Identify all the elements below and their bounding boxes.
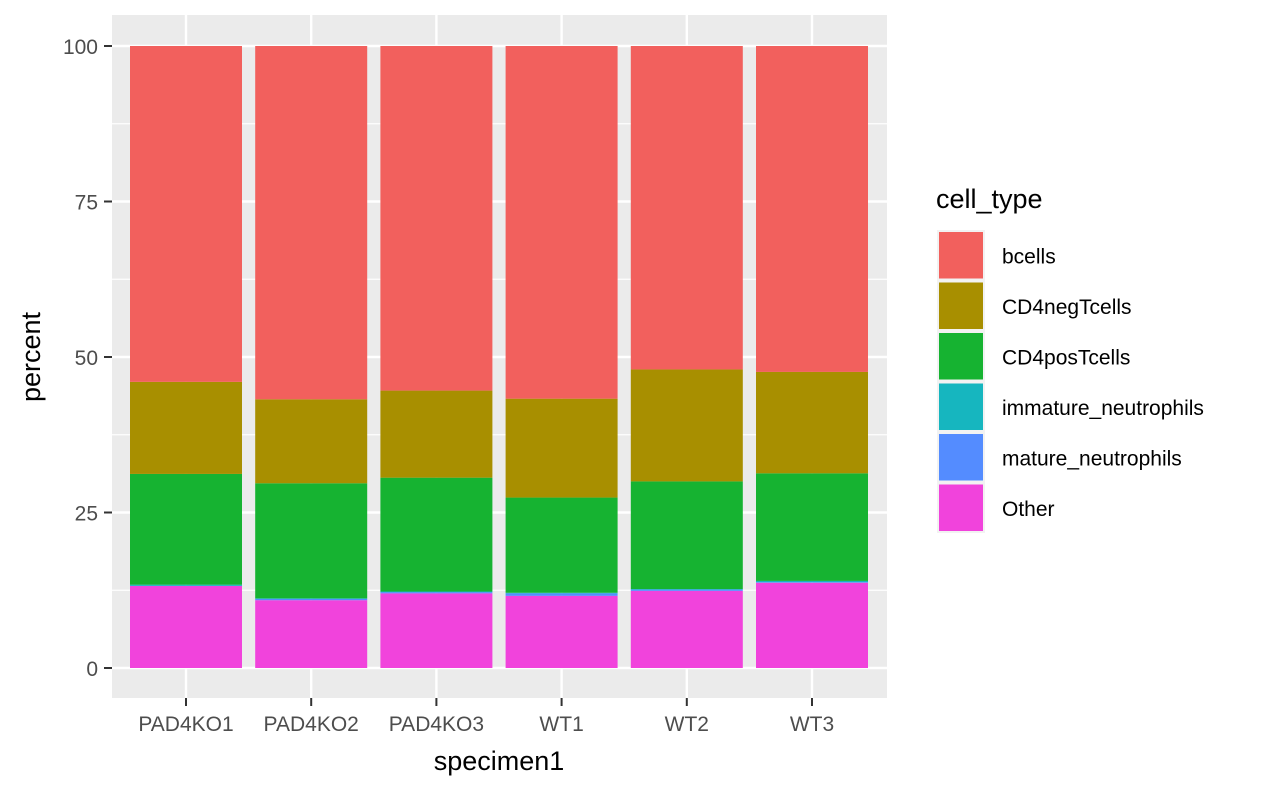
y-tick-label: 100 [63, 36, 98, 59]
axes: 0 25 50 75 100 PAD4KO1 PAD4KO2 PAD4KO3 WT1 WT2 WT3 [63, 36, 834, 736]
bar-segment [505, 593, 618, 596]
bar-segment [380, 46, 493, 391]
x-tick-label: WT2 [665, 713, 709, 736]
bar-segment [255, 600, 368, 668]
bar-segment [255, 46, 368, 400]
bar-segment [630, 46, 743, 370]
bar-segment [505, 595, 618, 668]
y-tick-label: 0 [86, 658, 98, 681]
bar-segment [756, 582, 868, 583]
legend: cell_type bcells CD4negTcells CD4posTcells… [936, 184, 1204, 533]
x-tick-label: PAD4KO3 [389, 713, 484, 736]
bar-segment [756, 371, 868, 474]
bar-segment [630, 481, 743, 590]
bar-segment [130, 46, 242, 382]
legend-swatch [939, 383, 983, 430]
bar-segment [130, 381, 242, 474]
y-tick-label: 75 [75, 192, 98, 215]
legend-swatch [939, 484, 983, 531]
legend-swatch [939, 232, 983, 279]
legend-label: CD4negTcells [1002, 296, 1132, 319]
bar-segment [130, 473, 242, 585]
bar-segment [505, 592, 618, 594]
bar-segment [130, 584, 242, 586]
bar-segment [380, 592, 493, 594]
bar-segment [380, 477, 493, 592]
bar-segment [380, 591, 493, 593]
bar-segment [756, 46, 868, 372]
legend-label: immature_neutrophils [1002, 397, 1204, 420]
bar-segment [630, 369, 743, 482]
bars [130, 46, 868, 668]
bar-segment [255, 399, 368, 484]
legend-title: cell_type [936, 184, 1043, 214]
bar-segment [255, 598, 368, 599]
legend-swatch [939, 434, 983, 481]
x-tick-label: PAD4KO2 [264, 713, 359, 736]
bar-segment [380, 390, 493, 478]
bar-segment [380, 593, 493, 668]
bar-segment [505, 46, 618, 399]
x-tick-label: WT3 [790, 713, 834, 736]
bar-segment [630, 589, 743, 591]
legend-swatch [939, 282, 983, 329]
bar-segment [130, 585, 242, 668]
x-tick-label: WT1 [539, 713, 583, 736]
x-axis-title: specimen1 [434, 746, 565, 776]
bar-segment [505, 497, 618, 593]
legend-swatch [939, 333, 983, 380]
bar-segment [505, 398, 618, 498]
legend-label: CD4posTcells [1002, 346, 1130, 369]
y-axis-title: percent [16, 311, 46, 402]
legend-label: mature_neutrophils [1002, 447, 1182, 470]
bar-segment [255, 598, 368, 601]
bar-segment [255, 483, 368, 599]
x-tick-label: PAD4KO1 [138, 713, 233, 736]
legend-label: Other [1002, 498, 1055, 521]
y-tick-label: 25 [75, 503, 98, 526]
bar-segment [630, 590, 743, 668]
y-tick-label: 50 [75, 347, 98, 370]
legend-label: bcells [1002, 245, 1056, 268]
bar-segment [756, 580, 868, 583]
bar-segment [756, 582, 868, 668]
bar-segment [630, 589, 743, 590]
bar-segment [756, 473, 868, 581]
